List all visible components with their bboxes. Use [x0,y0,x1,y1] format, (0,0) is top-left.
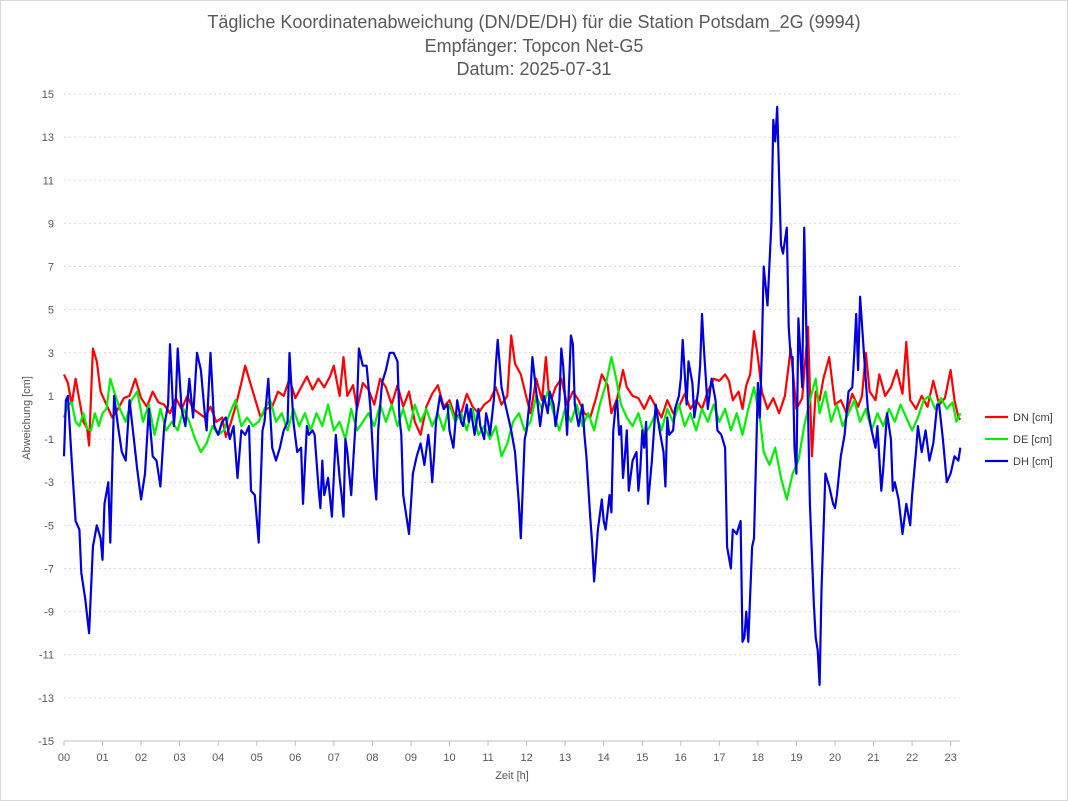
y-tick-label: 5 [48,305,54,317]
y-tick-label: -11 [39,650,54,662]
y-tick-label: 11 [43,175,54,187]
grid-layer [64,93,960,742]
x-tick-label: 16 [675,752,687,764]
x-tick-label: 03 [174,752,186,764]
x-tick-label: 07 [328,752,340,764]
y-tick-label: -13 [38,693,54,705]
y-tick-label: -5 [44,520,54,532]
x-tick-label: 05 [251,752,263,764]
x-tick-label: 14 [598,752,610,764]
legend-label-dn: DN [cm] [1013,412,1053,424]
legend-label-de: DE [cm] [1013,434,1052,446]
x-tick-label: 19 [790,752,802,764]
x-tick-label: 08 [366,752,378,764]
x-tick-label: 11 [482,752,493,764]
series-line-de [62,356,962,501]
x-tick-label: 20 [829,752,841,764]
y-tick-label: 9 [48,218,54,230]
x-tick-label: 21 [867,752,879,764]
series-line-dh [62,105,962,686]
legend-label-dh: DH [cm] [1013,456,1053,468]
x-tick-label: 00 [58,752,70,764]
y-tick-label: -7 [44,563,54,575]
y-tick-label: 3 [48,348,54,360]
x-axis-title: Zeit [h] [495,770,529,782]
y-tick-label: 15 [42,89,54,101]
chart-subtitle-receiver: Empfänger: Topcon Net-G5 [424,36,644,56]
x-tick-label: 06 [289,752,301,764]
y-tick-label: 1 [48,391,54,403]
y-axis-title: Abweichung [cm] [21,376,33,460]
x-tick-label: 18 [752,752,764,764]
chart-title: Tägliche Koordinatenabweichung (DN/DE/DH… [207,12,861,32]
x-tick-label: 23 [945,752,957,764]
x-tick-label: 15 [636,752,648,764]
y-tick-label: 13 [42,132,54,144]
x-tick-label: 12 [520,752,532,764]
x-tick-label: 13 [559,752,571,764]
x-tick-label: 09 [405,752,417,764]
y-tick-label: -15 [38,736,54,748]
series-layer [62,105,962,686]
y-tick-label: 7 [48,262,54,274]
x-tick-label: 17 [713,752,725,764]
y-tick-label: -1 [44,434,54,446]
x-tick-label: 10 [443,752,455,764]
y-tick-label: -3 [44,477,54,489]
chart-subtitle-date: Datum: 2025-07-31 [456,59,612,79]
x-tick-label: 01 [96,752,108,764]
y-tick-label: -9 [44,607,54,619]
legend: DN [cm] DE [cm] DH [cm] [985,412,1053,468]
axis-layer: 15 13 11 9 7 5 3 1 -1 -3 -5 -7 -9 -11 -13 -15 00 01 02 03 04… [38,89,960,764]
x-tick-label: 02 [135,752,147,764]
x-tick-label: 04 [212,752,224,764]
x-tick-label: 22 [906,752,918,764]
